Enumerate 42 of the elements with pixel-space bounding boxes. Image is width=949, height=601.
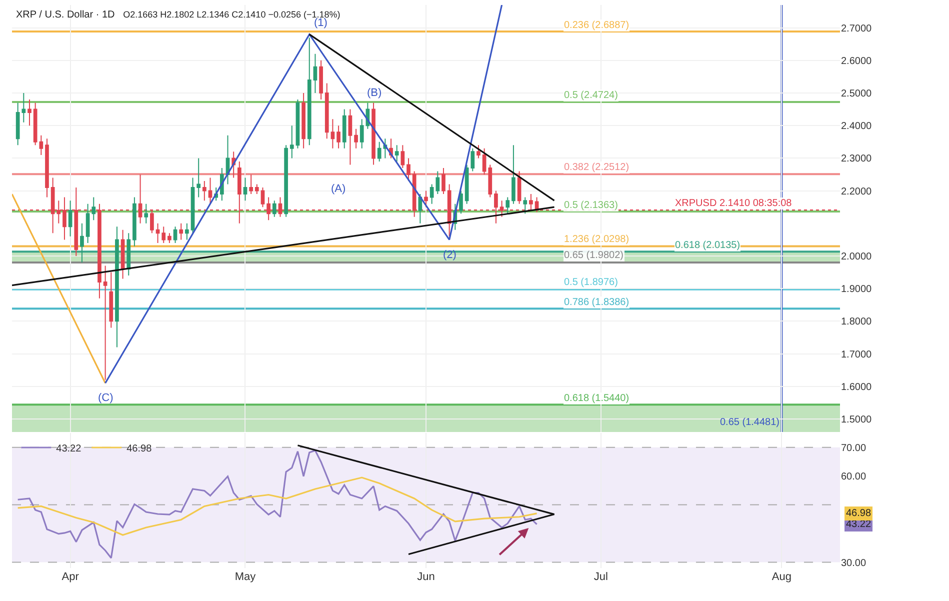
y-tick-label: 1.9000 — [841, 284, 872, 296]
ref-line-label: 0.786 (1.8386) — [564, 297, 630, 308]
y-tick-label: 70.00 — [841, 442, 866, 454]
x-tick-label: May — [234, 571, 256, 583]
annotation: (C) — [98, 392, 114, 404]
annotation: (A) — [331, 183, 346, 195]
y-tick-label: 2.3000 — [841, 154, 872, 165]
ref-line-label: 0.618 (1.5440) — [564, 393, 630, 404]
y-tick-label: 1.6000 — [841, 382, 872, 393]
y-tick-label: 1.8000 — [841, 316, 872, 328]
y-tick-label: 2.7000 — [841, 23, 872, 34]
y-tick-label: 1.7000 — [841, 349, 872, 360]
ref-line-label: 0.5 (2.4724) — [564, 90, 618, 101]
x-tick-label: Jun — [417, 571, 435, 583]
legend-label: 43.22 — [56, 443, 82, 454]
y-tick-label: 1.5000 — [841, 414, 872, 426]
y-tick-label: 2.4000 — [841, 121, 872, 132]
text: 46.98 — [846, 508, 872, 519]
ref-line-label: XRPUSD 2.1410 08:35:08 — [675, 198, 792, 209]
text: O2.1663 H2.1802 L2.1346 C2.1410 −0.0256 (−1.18%) — [123, 10, 340, 20]
annotation: (B) — [367, 87, 382, 99]
y-tick-label: 2.5000 — [841, 88, 872, 100]
annotation: (1) — [314, 17, 328, 29]
chart-title: XRP / U.S. Dollar · 1D — [16, 10, 115, 20]
ref-line-label: 0.5 (1.8976) — [564, 277, 618, 288]
y-tick-label: 2.2000 — [841, 186, 872, 198]
ref-line-label: 0.382 (2.2512) — [564, 162, 630, 173]
legend-label: 46.98 — [126, 443, 152, 454]
y-tick-label: 60.00 — [841, 472, 866, 483]
y-tick-label: 2.6000 — [841, 56, 872, 67]
x-tick-label: Jul — [594, 571, 608, 583]
ref-line-label: 0.236 (2.6887) — [564, 20, 630, 31]
y-tick-label: 30.00 — [841, 558, 866, 569]
annotation: 0.65 (1.4481) — [720, 417, 780, 428]
ref-line-label: 0.65 (1.9802) — [564, 250, 624, 261]
x-tick-label: Apr — [62, 571, 80, 583]
ref-line-label: 1.236 (2.0298) — [564, 234, 630, 245]
y-tick-label: 2.0000 — [841, 251, 872, 262]
ref-line-label: 0.618 (2.0135) — [675, 240, 740, 251]
x-tick-label: Aug — [772, 571, 792, 583]
ref-line-label: 0.5 (2.1363) — [564, 200, 618, 211]
annotation: (2) — [443, 249, 456, 261]
